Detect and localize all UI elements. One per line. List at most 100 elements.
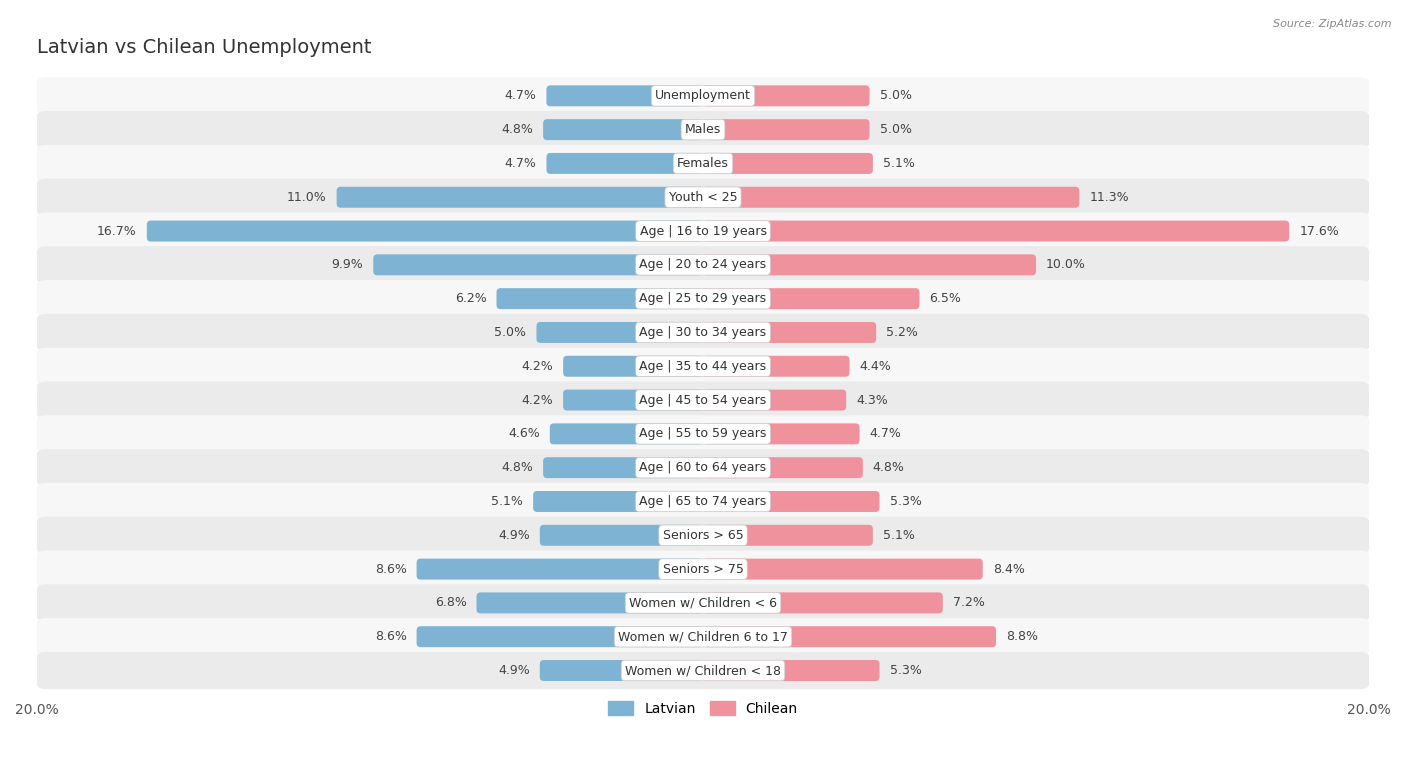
Text: Age | 60 to 64 years: Age | 60 to 64 years [640, 461, 766, 474]
Text: 5.0%: 5.0% [880, 123, 911, 136]
FancyBboxPatch shape [703, 593, 943, 613]
FancyBboxPatch shape [543, 457, 703, 478]
Text: 6.8%: 6.8% [434, 597, 467, 609]
Text: 7.2%: 7.2% [953, 597, 984, 609]
Text: 4.2%: 4.2% [522, 394, 553, 407]
Text: 8.4%: 8.4% [993, 562, 1025, 575]
Text: 11.0%: 11.0% [287, 191, 326, 204]
FancyBboxPatch shape [35, 416, 1371, 453]
Text: 4.7%: 4.7% [869, 428, 901, 441]
FancyBboxPatch shape [703, 457, 863, 478]
Text: 4.9%: 4.9% [498, 529, 530, 542]
FancyBboxPatch shape [543, 119, 703, 140]
FancyBboxPatch shape [703, 254, 1036, 276]
Text: Age | 16 to 19 years: Age | 16 to 19 years [640, 225, 766, 238]
FancyBboxPatch shape [35, 246, 1371, 283]
FancyBboxPatch shape [564, 356, 703, 377]
Text: 5.1%: 5.1% [491, 495, 523, 508]
Text: Seniors > 75: Seniors > 75 [662, 562, 744, 575]
Text: Latvian vs Chilean Unemployment: Latvian vs Chilean Unemployment [37, 38, 371, 57]
FancyBboxPatch shape [533, 491, 703, 512]
Text: Females: Females [678, 157, 728, 170]
Text: 16.7%: 16.7% [97, 225, 136, 238]
FancyBboxPatch shape [35, 314, 1371, 351]
Text: 5.0%: 5.0% [495, 326, 526, 339]
Text: 4.9%: 4.9% [498, 664, 530, 677]
Text: Women w/ Children < 6: Women w/ Children < 6 [628, 597, 778, 609]
Text: 4.8%: 4.8% [502, 123, 533, 136]
Text: 17.6%: 17.6% [1299, 225, 1339, 238]
FancyBboxPatch shape [540, 660, 703, 681]
Text: 4.4%: 4.4% [859, 360, 891, 372]
FancyBboxPatch shape [703, 356, 849, 377]
FancyBboxPatch shape [35, 584, 1371, 621]
Text: 5.3%: 5.3% [890, 664, 921, 677]
Text: 4.3%: 4.3% [856, 394, 889, 407]
Text: 5.0%: 5.0% [880, 89, 911, 102]
FancyBboxPatch shape [537, 322, 703, 343]
Text: Age | 25 to 29 years: Age | 25 to 29 years [640, 292, 766, 305]
FancyBboxPatch shape [35, 213, 1371, 250]
Text: Males: Males [685, 123, 721, 136]
FancyBboxPatch shape [35, 347, 1371, 385]
Text: 4.6%: 4.6% [508, 428, 540, 441]
FancyBboxPatch shape [477, 593, 703, 613]
Text: Youth < 25: Youth < 25 [669, 191, 737, 204]
FancyBboxPatch shape [35, 280, 1371, 317]
Text: 8.6%: 8.6% [375, 631, 406, 643]
Text: 4.8%: 4.8% [873, 461, 904, 474]
FancyBboxPatch shape [146, 220, 703, 241]
FancyBboxPatch shape [416, 559, 703, 580]
Text: 5.1%: 5.1% [883, 529, 915, 542]
FancyBboxPatch shape [703, 423, 859, 444]
FancyBboxPatch shape [547, 153, 703, 174]
FancyBboxPatch shape [564, 390, 703, 410]
Text: 5.3%: 5.3% [890, 495, 921, 508]
Text: Unemployment: Unemployment [655, 89, 751, 102]
Text: 4.7%: 4.7% [505, 157, 537, 170]
Legend: Latvian, Chilean: Latvian, Chilean [603, 696, 803, 721]
FancyBboxPatch shape [416, 626, 703, 647]
FancyBboxPatch shape [703, 153, 873, 174]
FancyBboxPatch shape [35, 652, 1371, 689]
FancyBboxPatch shape [35, 382, 1371, 419]
FancyBboxPatch shape [703, 525, 873, 546]
FancyBboxPatch shape [35, 145, 1371, 182]
FancyBboxPatch shape [35, 449, 1371, 486]
FancyBboxPatch shape [703, 220, 1289, 241]
FancyBboxPatch shape [703, 86, 869, 106]
Text: 8.6%: 8.6% [375, 562, 406, 575]
Text: Women w/ Children 6 to 17: Women w/ Children 6 to 17 [619, 631, 787, 643]
FancyBboxPatch shape [35, 517, 1371, 554]
FancyBboxPatch shape [336, 187, 703, 207]
Text: Seniors > 65: Seniors > 65 [662, 529, 744, 542]
FancyBboxPatch shape [703, 288, 920, 309]
FancyBboxPatch shape [703, 660, 880, 681]
FancyBboxPatch shape [496, 288, 703, 309]
FancyBboxPatch shape [547, 86, 703, 106]
Text: Source: ZipAtlas.com: Source: ZipAtlas.com [1274, 19, 1392, 29]
FancyBboxPatch shape [35, 483, 1371, 520]
FancyBboxPatch shape [703, 322, 876, 343]
FancyBboxPatch shape [703, 559, 983, 580]
Text: 11.3%: 11.3% [1090, 191, 1129, 204]
Text: 10.0%: 10.0% [1046, 258, 1085, 271]
Text: 4.2%: 4.2% [522, 360, 553, 372]
Text: 6.5%: 6.5% [929, 292, 962, 305]
FancyBboxPatch shape [35, 618, 1371, 656]
Text: 4.7%: 4.7% [505, 89, 537, 102]
FancyBboxPatch shape [35, 111, 1371, 148]
Text: 4.8%: 4.8% [502, 461, 533, 474]
Text: Age | 65 to 74 years: Age | 65 to 74 years [640, 495, 766, 508]
FancyBboxPatch shape [550, 423, 703, 444]
FancyBboxPatch shape [703, 491, 880, 512]
FancyBboxPatch shape [703, 390, 846, 410]
Text: 5.1%: 5.1% [883, 157, 915, 170]
Text: 6.2%: 6.2% [454, 292, 486, 305]
Text: Women w/ Children < 18: Women w/ Children < 18 [626, 664, 780, 677]
FancyBboxPatch shape [540, 525, 703, 546]
Text: Age | 45 to 54 years: Age | 45 to 54 years [640, 394, 766, 407]
Text: Age | 30 to 34 years: Age | 30 to 34 years [640, 326, 766, 339]
Text: Age | 20 to 24 years: Age | 20 to 24 years [640, 258, 766, 271]
FancyBboxPatch shape [35, 179, 1371, 216]
